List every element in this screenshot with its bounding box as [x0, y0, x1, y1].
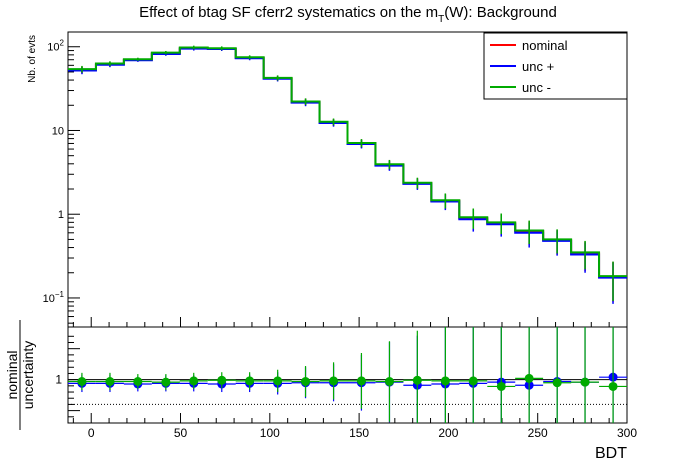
- legend: nominal unc + unc -: [483, 32, 628, 100]
- ratio-point: [161, 377, 171, 387]
- y-tick-label-exponent: 2: [60, 39, 65, 48]
- ratio-point: [217, 375, 227, 385]
- y-tick-label: 1: [58, 209, 64, 221]
- ratio-point: [440, 376, 450, 386]
- chart-title-main: Effect of btag SF cferr2 systematics on …: [139, 4, 438, 21]
- ratio-point: [301, 377, 311, 387]
- ratio-point: [608, 381, 618, 391]
- y-tick-label: 10: [52, 125, 64, 137]
- ratio-point: [133, 377, 143, 387]
- x-tick-label: 300: [617, 426, 637, 440]
- y-tick-label-mantissa: 10: [43, 293, 55, 305]
- ratio-point: [105, 377, 115, 387]
- y-axis-label: Nb. of evts: [27, 35, 38, 83]
- y-tick-label: 10−1: [43, 290, 65, 305]
- x-tick-label: 100: [260, 426, 280, 440]
- ratio-y-tick-label: 1: [55, 373, 62, 387]
- x-tick-label: 150: [349, 426, 369, 440]
- chart-title: Effect of btag SF cferr2 systematics on …: [139, 4, 557, 25]
- ratio-point: [552, 378, 562, 388]
- x-tick-label: 200: [438, 426, 458, 440]
- y-tick-label-mantissa: 10: [47, 42, 59, 54]
- legend-label: unc -: [522, 80, 551, 95]
- ratio-point: [245, 376, 255, 386]
- legend-label: unc +: [522, 59, 554, 74]
- x-axis-label: BDT: [595, 445, 627, 462]
- x-tick-label: 250: [528, 426, 548, 440]
- ratio-point: [580, 377, 590, 387]
- chart-title-subscript: T: [438, 14, 444, 25]
- x-tick-label: 50: [174, 426, 188, 440]
- ratio-y-label-bottom: uncertainty: [20, 341, 36, 409]
- ratio-point: [77, 377, 87, 387]
- ratio-point: [496, 381, 506, 391]
- ratio-plot-panel: 0 50 100 150 200 250 300 1: [55, 326, 637, 440]
- ratio-plot-frame: [67, 326, 628, 424]
- y-tick-label-exponent: −1: [55, 290, 65, 299]
- x-tick-label: 0: [88, 426, 95, 440]
- ratio-point: [468, 376, 478, 386]
- ratio-point: [356, 376, 366, 386]
- ratio-y-label-top: nominal: [4, 350, 20, 399]
- y-tick-label: 102: [47, 39, 64, 54]
- ratio-point: [329, 376, 339, 386]
- ratio-point: [384, 377, 394, 387]
- ratio-point: [524, 373, 534, 383]
- chart-title-suffix: (W): Background: [444, 4, 557, 21]
- ratio-point: [189, 376, 199, 386]
- legend-label: nominal: [522, 38, 568, 53]
- ratio-point: [273, 376, 283, 386]
- ratio-point: [412, 375, 422, 385]
